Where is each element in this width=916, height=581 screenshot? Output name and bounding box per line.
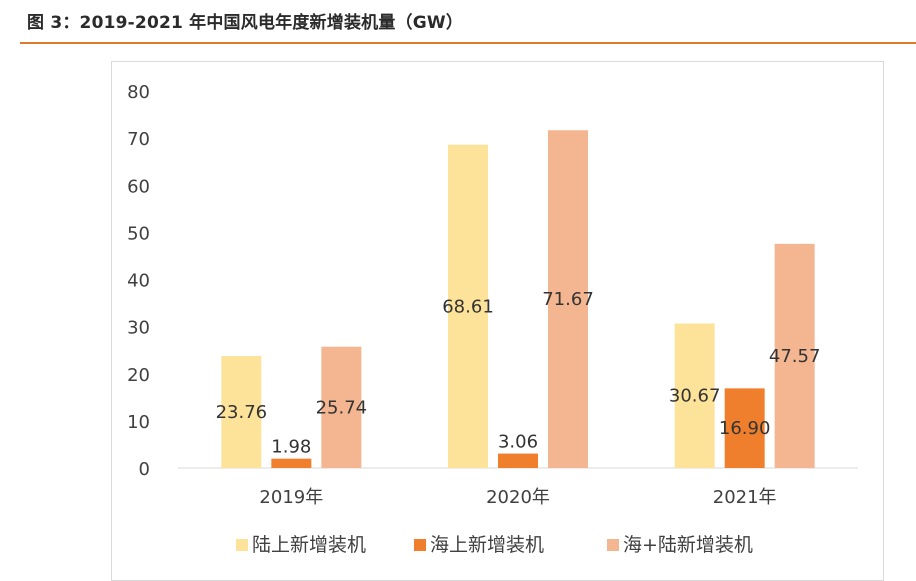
x-tick-label: 2020年 <box>486 487 550 508</box>
y-tick-label: 70 <box>127 129 150 150</box>
y-tick-label: 60 <box>127 176 150 197</box>
y-tick-label: 10 <box>127 412 150 433</box>
legend-swatch <box>236 539 248 551</box>
bar <box>448 144 488 469</box>
legend-swatch <box>414 539 426 551</box>
x-tick-label: 2021年 <box>713 487 777 508</box>
legend-label: 陆上新增装机 <box>252 534 366 556</box>
data-label: 23.76 <box>216 402 268 423</box>
data-label: 47.57 <box>769 346 821 367</box>
y-tick-label: 20 <box>127 365 150 386</box>
y-tick-label: 30 <box>127 318 150 339</box>
bar <box>321 346 362 468</box>
data-label: 68.61 <box>442 296 494 317</box>
data-label: 16.90 <box>719 418 771 439</box>
bar <box>548 130 588 468</box>
y-tick-label: 0 <box>139 459 150 480</box>
y-tick-label: 50 <box>127 223 150 244</box>
x-tick-label: 2019年 <box>259 487 323 508</box>
data-label: 3.06 <box>498 432 538 453</box>
legend-label: 海上新增装机 <box>430 534 544 556</box>
legend-swatch <box>607 539 619 551</box>
bar <box>774 243 815 468</box>
y-tick-label: 40 <box>127 271 150 292</box>
data-label: 25.74 <box>316 397 368 418</box>
data-label: 71.67 <box>542 289 594 310</box>
bar <box>724 388 765 468</box>
figure-title: 图 3：2019-2021 年中国风电年度新增装机量（GW） <box>27 13 464 33</box>
data-label: 30.67 <box>669 386 721 407</box>
data-label: 1.98 <box>271 437 311 458</box>
bar <box>498 453 538 468</box>
bar <box>271 458 312 468</box>
legend-label: 海+陆新增装机 <box>623 534 753 556</box>
title-rule <box>20 42 916 44</box>
bar <box>674 323 715 468</box>
bar <box>221 356 262 468</box>
y-tick-label: 80 <box>127 82 150 103</box>
